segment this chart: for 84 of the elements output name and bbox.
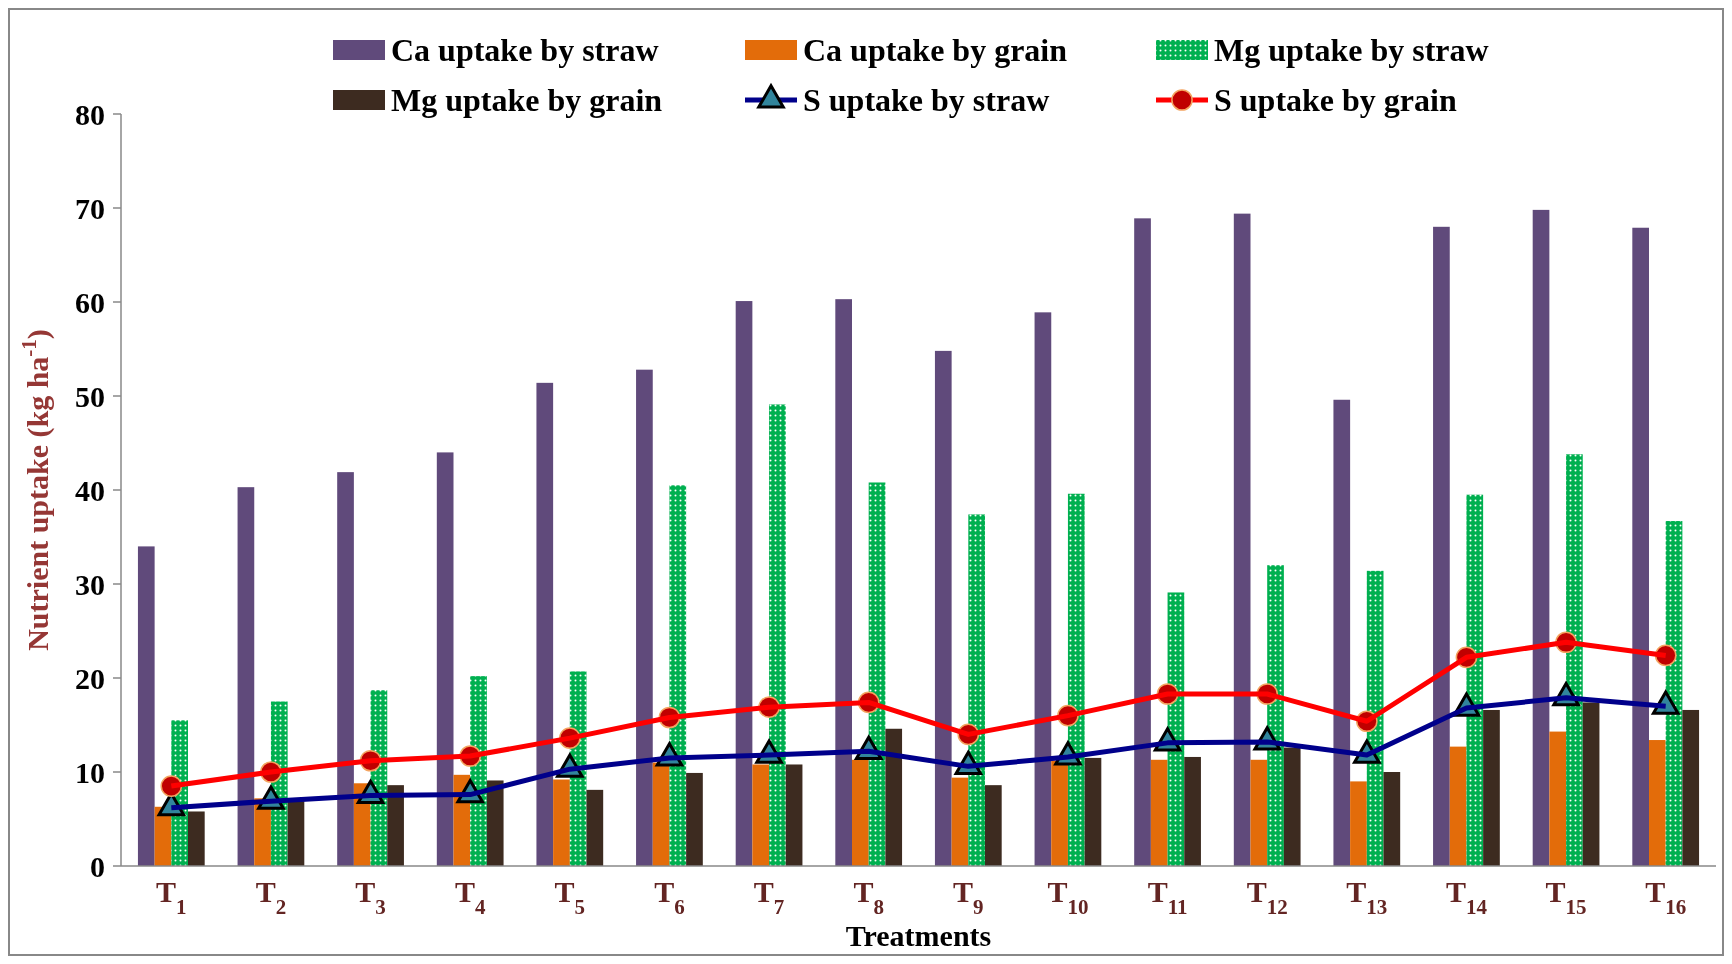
- legend-label: Mg uptake by grain: [391, 82, 663, 119]
- legend-label: S uptake by grain: [1214, 82, 1457, 119]
- bar: [1483, 709, 1500, 866]
- x-tick-label: T$_{14}$: [1445, 875, 1488, 919]
- bar: [735, 301, 753, 866]
- bar: [1682, 709, 1700, 866]
- legend-label: Ca uptake by grain: [803, 32, 1068, 69]
- bar: [852, 759, 869, 866]
- x-tick-label: T$_{11}$: [1147, 875, 1188, 919]
- bar: [1134, 218, 1151, 866]
- bar: [1566, 454, 1583, 866]
- bar: [652, 762, 670, 866]
- bar: [686, 772, 703, 866]
- y-tick-label: 30: [75, 567, 105, 601]
- bar: [1350, 781, 1367, 866]
- bar: [188, 811, 205, 866]
- bar: [387, 785, 404, 866]
- x-tick-label: T$_{12}$: [1246, 875, 1288, 919]
- x-tick-label: T$_{2}$: [255, 875, 287, 919]
- bar: [1150, 759, 1168, 866]
- bar: [985, 785, 1002, 866]
- bar: [669, 485, 687, 866]
- bar: [1283, 747, 1301, 866]
- bar: [785, 764, 803, 866]
- bar: [1250, 759, 1268, 866]
- y-tick-label: 50: [75, 379, 105, 413]
- bar: [885, 728, 903, 866]
- y-tick-label: 0: [90, 849, 105, 883]
- y-tick-label: 10: [75, 755, 105, 789]
- bar: [1466, 494, 1484, 866]
- bar: [1632, 227, 1649, 866]
- bar: [1184, 756, 1201, 866]
- x-tick-label: T$_{13}$: [1346, 875, 1388, 919]
- bar: [586, 789, 604, 866]
- x-tick-label: T$_{8}$: [853, 875, 884, 919]
- bar: [1267, 565, 1284, 866]
- y-tick-label: 20: [75, 661, 105, 695]
- legend-label: S uptake by straw: [803, 82, 1050, 119]
- bar: [835, 299, 852, 866]
- x-tick-label: T$_{7}$: [753, 875, 785, 919]
- x-tick-label: T$_{4}$: [454, 875, 486, 919]
- bar: [553, 779, 570, 866]
- bar: [1433, 226, 1450, 866]
- x-tick-label: T$_{5}$: [554, 875, 586, 919]
- bar: [1649, 740, 1666, 866]
- bar: [636, 369, 653, 866]
- bar: [1383, 772, 1401, 866]
- legend-label: Mg uptake by straw: [1214, 32, 1489, 69]
- legend-label: Ca uptake by straw: [391, 32, 659, 69]
- y-tick-label: 40: [75, 473, 105, 507]
- x-tick-label: T$_{10}$: [1047, 875, 1089, 919]
- bar: [237, 487, 255, 866]
- bar: [137, 546, 155, 866]
- bar: [1067, 493, 1085, 866]
- x-tick-label: T$_{9}$: [953, 875, 984, 919]
- bar: [1034, 312, 1052, 866]
- y-tick-label: 80: [75, 97, 105, 131]
- bar: [287, 801, 305, 866]
- bar: [1366, 570, 1384, 866]
- bar: [536, 382, 554, 866]
- bar: [1233, 213, 1251, 866]
- bar: [1549, 731, 1567, 866]
- x-tick-label: T$_{16}$: [1645, 875, 1687, 919]
- bar: [1084, 757, 1102, 866]
- y-tick-label: 60: [75, 285, 105, 319]
- x-tick-label: T$_{3}$: [355, 875, 386, 919]
- bar: [486, 780, 504, 866]
- x-tick-label: T$_{15}$: [1545, 875, 1587, 919]
- bar: [752, 764, 770, 866]
- bar: [436, 452, 454, 866]
- bar: [1449, 746, 1467, 866]
- bar: [337, 472, 354, 866]
- bar: [934, 350, 952, 866]
- x-axis-title: Treatments: [845, 919, 992, 952]
- bar: [769, 404, 786, 866]
- x-tick-label: T$_{1}$: [156, 875, 187, 919]
- bar: [1333, 399, 1351, 866]
- bar: [1532, 209, 1550, 866]
- bar: [1582, 702, 1600, 866]
- y-tick-label: 70: [75, 191, 105, 225]
- bar: [968, 514, 985, 866]
- bar: [1051, 760, 1068, 866]
- bar: [951, 777, 969, 866]
- x-tick-label: T$_{6}$: [654, 875, 685, 919]
